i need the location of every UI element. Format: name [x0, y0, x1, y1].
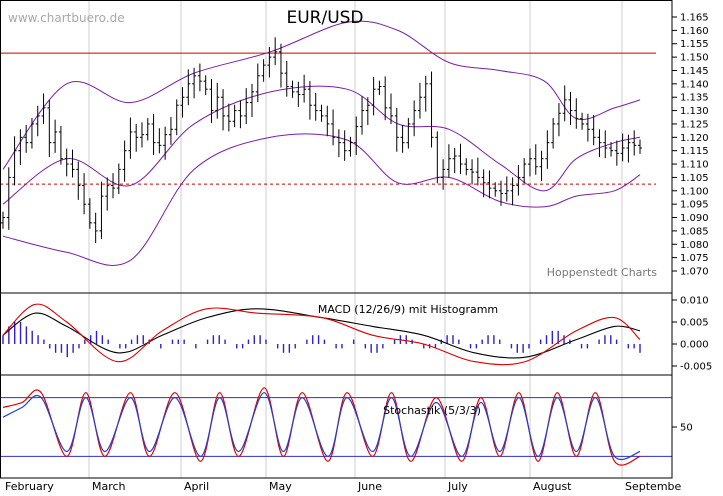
- price-tick-label: 1.145: [680, 66, 709, 77]
- stochastic-tick-label: 50: [680, 423, 693, 434]
- month-tick-label: June: [357, 480, 382, 492]
- month-tick-label: February: [5, 480, 54, 492]
- bollinger-middle: [2, 85, 641, 205]
- month-tick-label: April: [184, 480, 209, 492]
- watermark-text: www.chartbuero.de: [8, 11, 125, 25]
- credit-text: Hoppenstedt Charts: [547, 266, 658, 279]
- price-tick-label: 1.155: [680, 39, 709, 50]
- text-layer: www.chartbuero.de EUR/USD Hoppenstedt Ch…: [8, 8, 657, 417]
- price-tick-label: 1.075: [680, 253, 709, 264]
- price-tick-label: 1.125: [680, 119, 709, 130]
- chart-title: EUR/USD: [286, 8, 363, 28]
- stochastic-title: Stochastik (5/3/3): [383, 404, 481, 417]
- month-tick-label: July: [447, 480, 468, 492]
- price-tick-label: 1.120: [680, 133, 709, 144]
- month-tick-label: May: [269, 480, 292, 492]
- price-tick-label: 1.130: [680, 106, 709, 117]
- month-tick-label: March: [92, 480, 126, 492]
- price-tick-label: 1.090: [680, 213, 709, 224]
- stochastic-panel: [0, 387, 672, 466]
- price-tick-label: 1.165: [680, 13, 709, 24]
- stochastic-d-line: [2, 392, 641, 461]
- price-tick-label: 1.100: [680, 186, 709, 197]
- macd-tick-label: 0.010: [680, 296, 709, 307]
- price-tick-label: 1.150: [680, 53, 709, 64]
- macd-signal-line: [2, 303, 641, 366]
- macd-tick-label: 0.000: [680, 340, 709, 351]
- price-tick-label: 1.105: [680, 173, 709, 184]
- bollinger-upper: [2, 20, 641, 170]
- price-tick-label: 1.115: [680, 146, 709, 157]
- price-tick-label: 1.070: [680, 267, 709, 278]
- price-panel: [0, 20, 656, 266]
- month-tick-label: August: [533, 480, 572, 492]
- chart-frame: [0, 0, 673, 479]
- axes-layer: February March April May June July August Septe…: [0, 0, 712, 493]
- macd-tick-label: 0.005: [680, 318, 709, 329]
- price-tick-label: 1.095: [680, 200, 709, 211]
- price-tick-label: 1.085: [680, 226, 709, 237]
- macd-tick-label: -0.005: [680, 362, 712, 373]
- price-tick-label: 1.160: [680, 26, 709, 37]
- macd-title: MACD (12/26/9) mit Histogramm: [318, 303, 498, 316]
- stochastic-k-line: [2, 387, 641, 466]
- price-tick-label: 1.140: [680, 79, 709, 90]
- price-tick-label: 1.135: [680, 93, 709, 104]
- bollinger-lower: [2, 133, 641, 266]
- price-tick-label: 1.110: [680, 160, 709, 171]
- month-tick-label: Septembe: [625, 480, 682, 492]
- macd-panel: [2, 303, 641, 366]
- price-tick-label: 1.080: [680, 240, 709, 251]
